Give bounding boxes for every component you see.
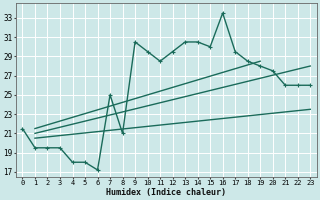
X-axis label: Humidex (Indice chaleur): Humidex (Indice chaleur): [106, 188, 226, 197]
